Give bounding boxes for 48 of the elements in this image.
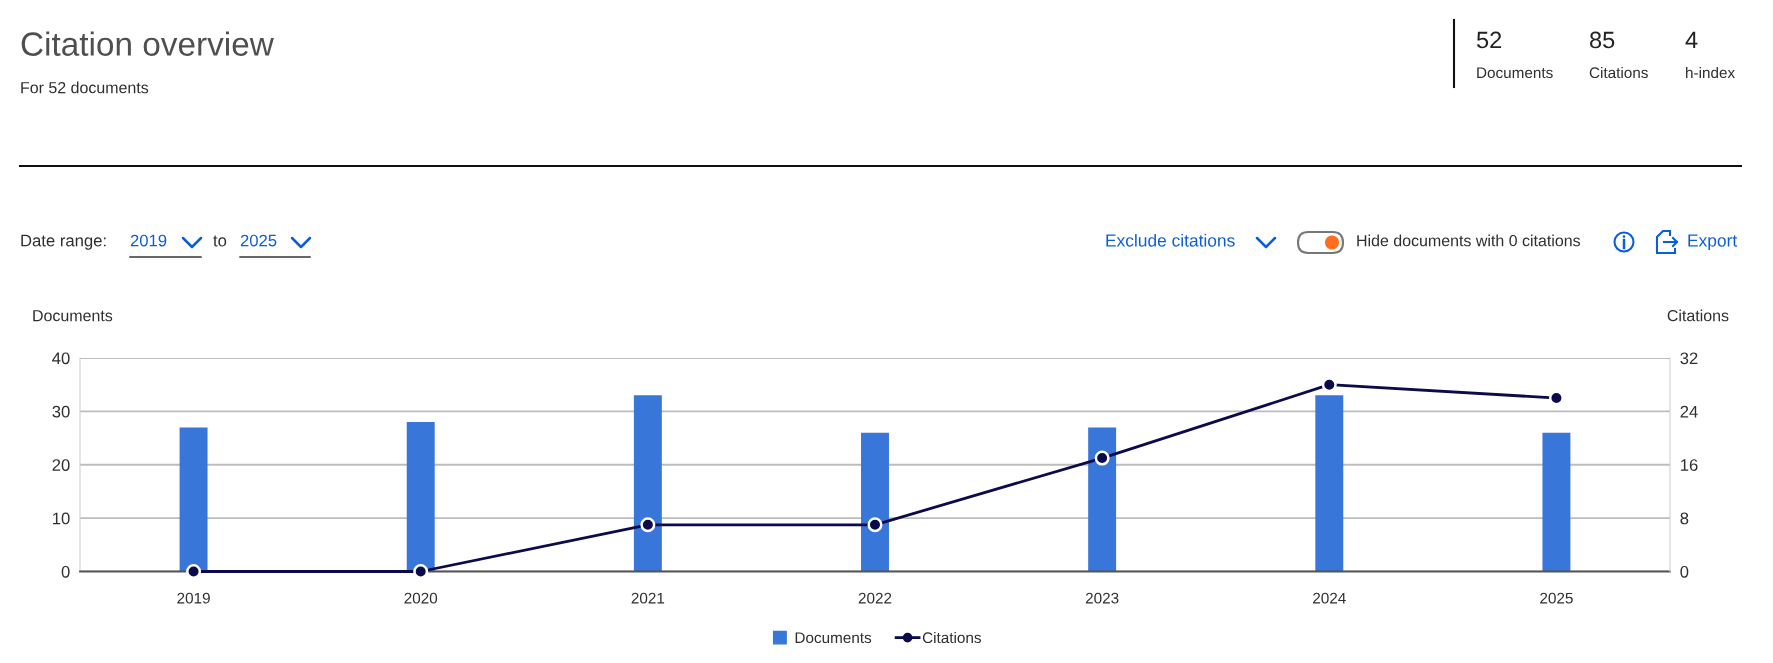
y-tick-label: 0 [61, 565, 70, 578]
x-tick-label: 2021 [631, 592, 665, 604]
chart-subtitle: For 52 documents [21, 81, 149, 94]
legend-label: Citations [922, 631, 981, 644]
point [1094, 450, 1110, 466]
text: Export [1688, 234, 1738, 251]
y-tick-label: 20 [52, 459, 70, 471]
text: to [213, 235, 227, 247]
y2-tick-label: 16 [1680, 459, 1698, 471]
text: 52 [1476, 31, 1502, 49]
y2-tick-label: 0 [1680, 565, 1689, 578]
bar [1542, 432, 1571, 572]
text: 85 [1590, 31, 1615, 49]
text: Date range: [21, 234, 106, 250]
x-tick-label: 2025 [1540, 592, 1573, 604]
x-tick-label: 2019 [177, 592, 210, 604]
y-tick-label: 10 [53, 512, 70, 525]
point [640, 517, 656, 533]
text: Citations [1589, 66, 1648, 79]
bar [406, 422, 435, 572]
y-axis-title: Documents [33, 310, 113, 322]
x-tick-label: 2023 [1085, 592, 1119, 604]
text: 4 [1685, 31, 1698, 49]
text: Documents [1477, 67, 1553, 79]
bar [1088, 427, 1117, 572]
y-tick-label: 30 [52, 405, 70, 418]
y2-tick-label: 8 [1680, 512, 1689, 525]
point [867, 517, 883, 533]
text: 2025 [240, 234, 277, 247]
bar [633, 395, 662, 572]
text: 2019 [130, 234, 167, 247]
x-tick-label: 2022 [858, 592, 892, 604]
text: Exclude citations [1106, 233, 1235, 247]
text: h-index [1686, 66, 1735, 79]
point [186, 564, 202, 579]
y-tick-label: 40 [52, 352, 70, 365]
y2-tick-label: 32 [1680, 352, 1698, 365]
y2-tick-label: 24 [1680, 405, 1698, 418]
bar [1315, 395, 1344, 572]
bar [861, 432, 889, 572]
text: Hide documents with 0 citations [1357, 234, 1581, 247]
point [413, 564, 429, 579]
x-tick-label: 2024 [1313, 592, 1346, 604]
chart-title: Citation overview [21, 31, 274, 56]
bar [179, 427, 208, 572]
legend-label: Documents [795, 632, 872, 644]
y2-axis-title: Citations [1667, 309, 1729, 322]
x-tick-label: 2020 [404, 592, 438, 604]
